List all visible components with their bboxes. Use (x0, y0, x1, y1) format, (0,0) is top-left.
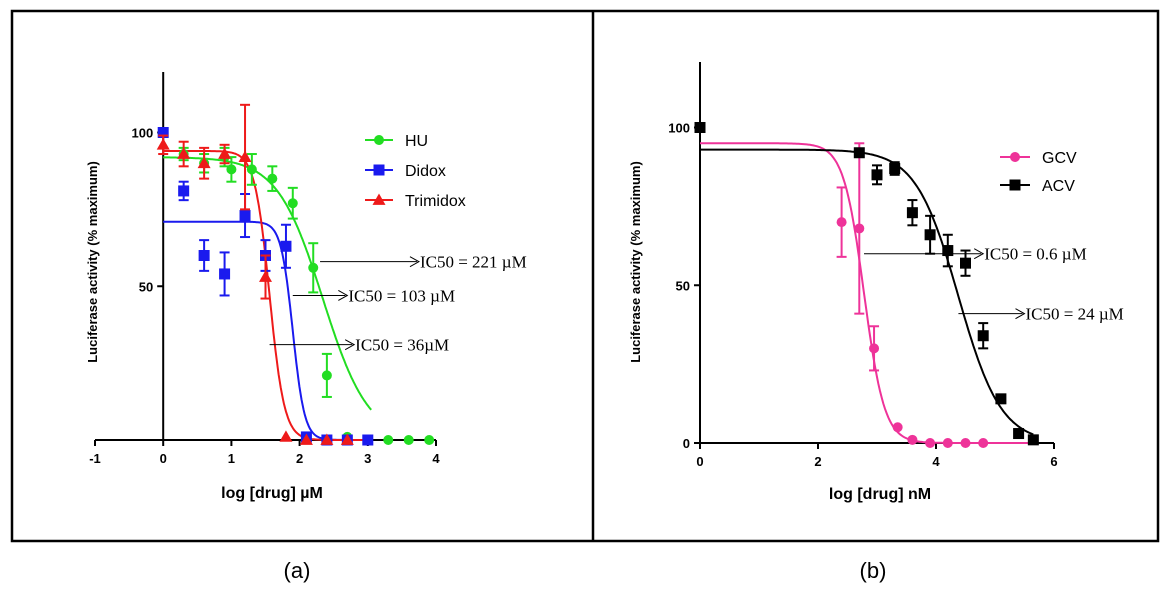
x-axis-title: log [drug] µM (221, 485, 323, 502)
data-point-trimidox (156, 138, 170, 150)
x-tick-label: 3 (364, 451, 371, 466)
data-point-trimidox (218, 147, 232, 159)
x-tick-label: 4 (932, 454, 940, 469)
fit-curve-gcv (700, 142, 1034, 444)
legend-marker (1009, 179, 1021, 191)
ic50-annotation: IC50 = 36µM (355, 336, 449, 355)
data-point-hu (403, 435, 414, 445)
data-point-trimidox (320, 433, 334, 445)
fit-curve-trimidox (163, 150, 372, 441)
x-tick-label: -1 (89, 451, 101, 466)
y-axis-title: Luciferase activity (% maximum) (85, 161, 100, 363)
data-point-trimidox (340, 433, 354, 445)
fit-curve-hu (163, 156, 372, 411)
legend-marker (373, 164, 385, 176)
ic50-annotation: IC50 = 221 µM (420, 253, 527, 272)
caption-b: (b) (860, 558, 887, 583)
data-point-trimidox (259, 270, 272, 282)
x-tick-label: 0 (160, 451, 167, 466)
arrow-head (1015, 308, 1026, 320)
x-tick-label: 6 (1050, 454, 1057, 469)
data-point-gcv (869, 343, 880, 354)
x-axis-title: log [drug] nM (829, 486, 931, 503)
data-point-acv (995, 393, 1007, 405)
data-point-acv (906, 207, 918, 219)
data-point-didox (178, 185, 190, 197)
data-point-gcv (978, 438, 989, 448)
data-point-acv (977, 330, 989, 342)
chart-panel-a: -1 0 1 2 3 4 50 100 log [drug] µM Luciferase acti… (85, 72, 527, 502)
legend-label: GCV (1042, 150, 1077, 167)
data-point-hu (226, 164, 237, 175)
data-point-hu (287, 198, 298, 209)
chart-panel-b: 0 2 4 6 0 50 100 log [drug] nM Luciferase activi… (628, 62, 1124, 503)
ic50-annotation: IC50 = 103 µM (348, 286, 455, 305)
data-point-acv (889, 163, 901, 175)
x-tick-label: 1 (228, 451, 235, 466)
data-point-hu (424, 435, 435, 445)
ic50-annotation: IC50 = 24 µM (1026, 305, 1124, 324)
y-tick-label: 0 (683, 436, 690, 451)
data-point-didox (362, 434, 374, 446)
data-point-hu (267, 173, 278, 184)
data-point-trimidox (197, 156, 211, 169)
y-tick-label: 50 (676, 278, 690, 293)
y-tick-label: 50 (139, 279, 153, 294)
arrow-head (409, 256, 420, 268)
data-point-acv (942, 245, 954, 257)
x-tick-label: 2 (814, 454, 821, 469)
x-tick-label: 0 (696, 454, 703, 469)
arrow-head (344, 339, 356, 351)
legend-marker (1010, 152, 1020, 162)
data-point-gcv (907, 434, 918, 445)
data-point-didox (239, 210, 251, 222)
legend-label: Trimidox (405, 193, 466, 210)
data-point-acv (960, 257, 971, 269)
data-point-acv (924, 229, 936, 241)
legend-label: HU (405, 133, 428, 150)
data-point-didox (219, 268, 231, 280)
data-point-hu (321, 370, 332, 381)
data-point-gcv (942, 438, 953, 448)
legend-marker (372, 193, 386, 205)
data-point-trimidox (177, 147, 191, 159)
x-tick-label: 2 (296, 451, 303, 466)
data-point-didox (280, 240, 292, 252)
data-point-gcv (836, 217, 847, 228)
data-point-gcv (960, 438, 971, 448)
data-point-acv (694, 122, 706, 133)
y-axis-title: Luciferase activity (% maximum) (628, 161, 643, 363)
data-point-trimidox (299, 433, 313, 445)
y-tick-label: 100 (668, 121, 690, 136)
data-point-acv (871, 169, 883, 181)
legend-label: Didox (405, 163, 446, 180)
arrow-head (973, 248, 985, 260)
data-point-hu (308, 262, 319, 273)
data-point-acv (1027, 434, 1039, 446)
data-point-hu (246, 164, 257, 175)
data-point-acv (1013, 428, 1025, 440)
data-point-gcv (925, 438, 936, 448)
data-point-acv (853, 147, 865, 159)
data-point-gcv (854, 223, 865, 234)
figure-border (10, 9, 1160, 543)
data-point-trimidox (279, 430, 293, 442)
legend-label: ACV (1042, 178, 1075, 195)
fit-curve-acv (700, 148, 1034, 436)
legend-marker (374, 135, 384, 145)
data-point-didox (157, 127, 169, 138)
data-point-trimidox (238, 150, 252, 162)
data-point-hu (383, 435, 394, 445)
data-point-gcv (892, 422, 903, 433)
x-tick-label: 4 (432, 451, 440, 466)
arrow-head (338, 290, 349, 301)
data-point-didox (198, 250, 210, 261)
y-tick-label: 100 (131, 126, 153, 141)
ic50-annotation: IC50 = 0.6 µM (984, 245, 1086, 264)
caption-a: (a) (284, 558, 311, 583)
